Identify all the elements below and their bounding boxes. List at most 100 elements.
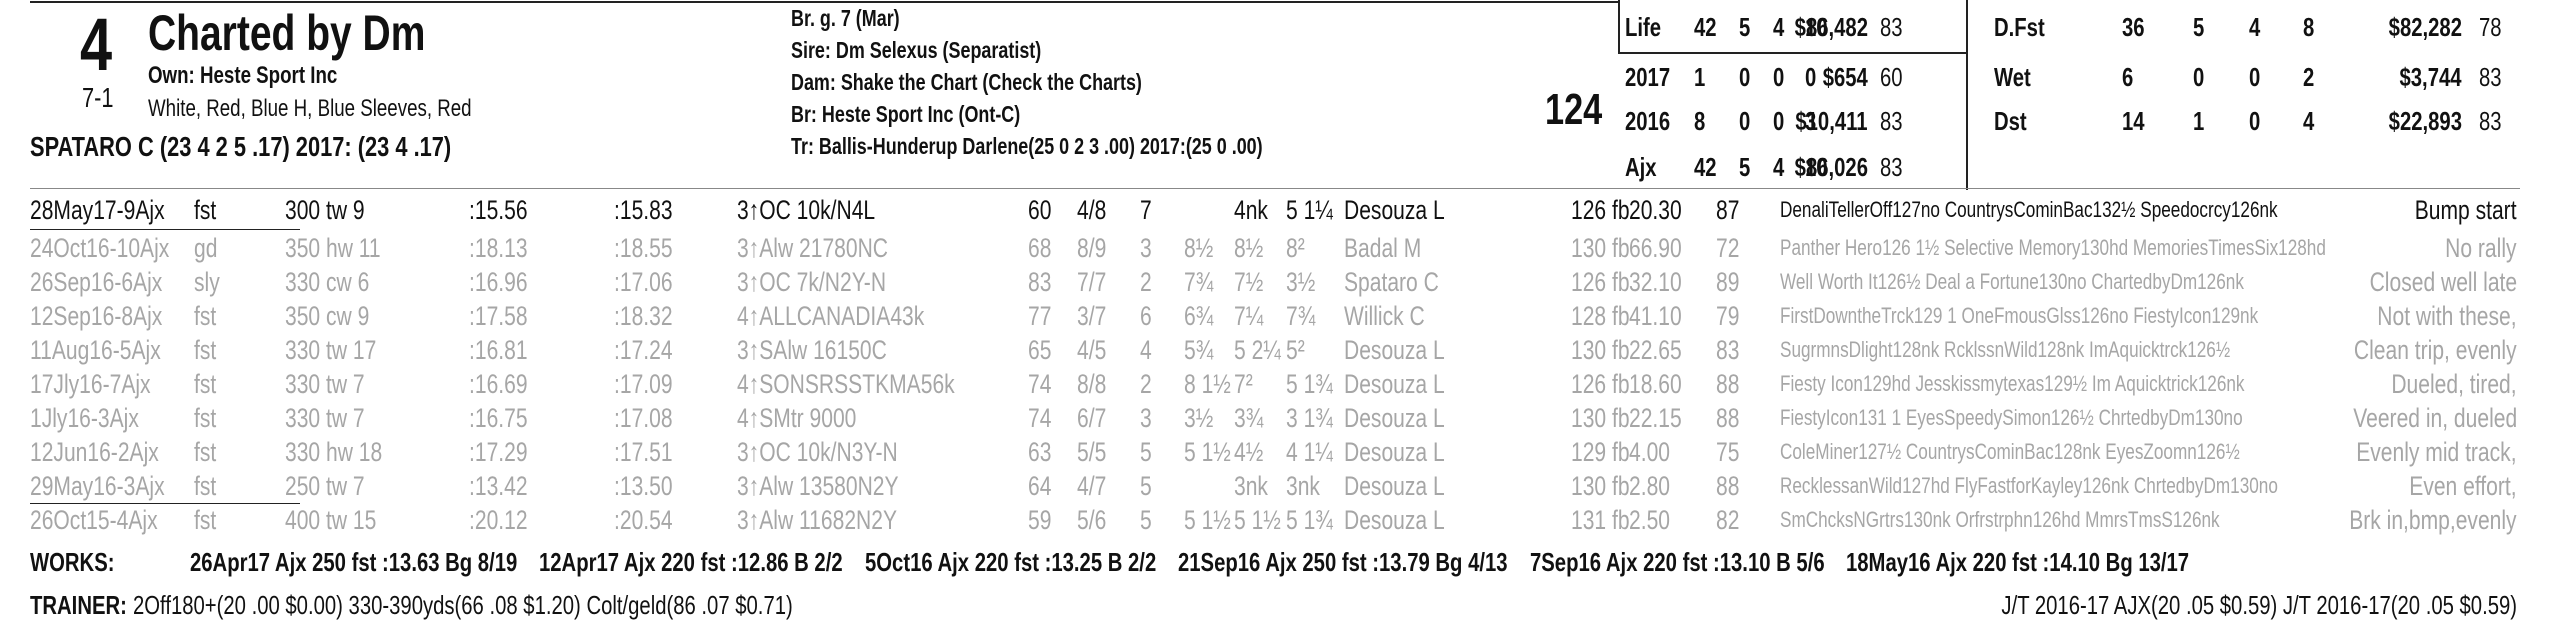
record-cell: 3 xyxy=(1805,106,1817,136)
pp-cell: 3↑Alw 11682N2Y xyxy=(737,504,897,535)
pp-cell: 350 cw 9 xyxy=(285,300,370,331)
pp-cell: 5¾ xyxy=(1184,334,1214,365)
pp-cell: 6/7 xyxy=(1077,402,1107,433)
pp-cell: FiestyIcon131 1 EyesSpeedySimon126½ Chrt… xyxy=(1780,405,2243,430)
pp-cell: 3↑Alw 21780NC xyxy=(737,232,889,263)
pp-cell: 6 xyxy=(1140,300,1152,331)
record-cell: Ajx xyxy=(1625,152,1657,182)
pp-cell: 400 tw 15 xyxy=(285,504,377,535)
trainer-label: TRAINER: xyxy=(30,590,127,620)
pp-cell: 4nk xyxy=(1234,194,1268,225)
pp-cell: fst xyxy=(194,436,217,467)
pp-cell: 5² xyxy=(1286,334,1305,365)
pp-cell: 75 xyxy=(1716,436,1740,467)
pp-cell: 128 fb xyxy=(1571,300,1630,331)
pp-cell: 2.50 xyxy=(1629,504,1670,535)
pp-cell: 5 xyxy=(1140,470,1152,501)
pp-cell: 5 xyxy=(1140,504,1152,535)
pp-cell: :13.50 xyxy=(614,470,673,501)
record-cell: Life xyxy=(1625,12,1662,42)
surface-cell: 0 xyxy=(2249,106,2261,136)
pp-cell: 130 fb xyxy=(1571,334,1630,365)
pp-cell: 8½ xyxy=(1184,232,1214,263)
pp-cell: fst xyxy=(194,402,217,433)
jockey-trainer: J/T 2016-17 AJX(20 .05 $0.59) J/T 2016-1… xyxy=(2001,590,2517,620)
pp-cell: 4 1¼ xyxy=(1286,436,1333,467)
owner: Own: Heste Sport Inc xyxy=(148,62,338,89)
record-cell: 10 xyxy=(1805,12,1828,42)
box-line xyxy=(1618,0,1620,52)
pp-cell: 250 tw 7 xyxy=(285,470,365,501)
pp-cell: :17.24 xyxy=(614,334,673,365)
record-cell: $86,026 xyxy=(1794,152,1868,182)
record-cell: 4 xyxy=(1773,12,1785,42)
pp-cell: ColeMiner127½ CountrysCominBac128nk Eyes… xyxy=(1780,439,2240,464)
pedigree-line: Tr: Ballis-Hunderup Darlene(25 0 2 3 .00… xyxy=(791,132,1263,159)
surface-cell: $22,893 xyxy=(2388,106,2462,136)
pp-cell: 131 fb xyxy=(1571,504,1630,535)
pp-cell: :20.54 xyxy=(614,504,673,535)
record-cell: 60 xyxy=(1880,62,1903,92)
pp-cell: :15.83 xyxy=(614,194,673,225)
pp-cell: 12Jun16-2Ajx xyxy=(30,436,159,467)
pp-cell: 5 2¼ xyxy=(1234,334,1281,365)
pp-cell: 77 xyxy=(1028,300,1052,331)
pp-cell: :15.56 xyxy=(469,194,528,225)
pp-cell: 88 xyxy=(1716,402,1740,433)
pp-cell: 3↑Alw 13580N2Y xyxy=(737,470,899,501)
pp-cell: :16.75 xyxy=(469,402,528,433)
pp-cell: 4/5 xyxy=(1077,334,1107,365)
pp-cell: 74 xyxy=(1028,368,1052,399)
pp-cell: 20.30 xyxy=(1629,194,1682,225)
work-entry: 7Sep16 Ajx 220 fst :13.10 B 5/6 xyxy=(1529,547,1825,577)
works-label: WORKS: xyxy=(30,547,115,577)
pp-cell: SmChcksNGrtrs130nk Orfrstrphn126hd MmrsT… xyxy=(1780,507,2220,532)
surface-cell: 36 xyxy=(2122,12,2145,42)
record-cell: 4 xyxy=(1773,152,1785,182)
pp-cell: 130 fb xyxy=(1571,402,1630,433)
record-cell: 42 xyxy=(1694,152,1717,182)
pp-cell: fst xyxy=(194,470,217,501)
pp-cell: 17Jly16-7Ajx xyxy=(30,368,151,399)
pp-cell: 4/8 xyxy=(1077,194,1107,225)
pp-cell: 2.80 xyxy=(1629,470,1670,501)
work-entry: 26Apr17 Ajx 250 fst :13.63 Bg 8/19 xyxy=(190,547,518,577)
jockey: SPATARO C (23 4 2 5 .17) 2017: (23 4 .17… xyxy=(30,131,452,162)
pp-cell: fst xyxy=(194,300,217,331)
pp-cell: 300 tw 9 xyxy=(285,194,365,225)
pp-cell: :16.96 xyxy=(469,266,528,297)
pp-cell: 72 xyxy=(1716,232,1740,263)
surface-cell: 0 xyxy=(2249,62,2261,92)
trainer-stats: 2Off180+(20 .00 $0.00) 330-390yds(66 .08… xyxy=(132,590,793,620)
surface-cell: 5 xyxy=(2193,12,2205,42)
record-cell: 5 xyxy=(1739,12,1751,42)
record-cell: $86,482 xyxy=(1794,12,1868,42)
surface-cell: $3,744 xyxy=(2399,62,2462,92)
row-rule xyxy=(30,229,300,230)
surface-cell: 8 xyxy=(2303,12,2315,42)
pp-cell: DenaliTellerOff127no CountrysCominBac132… xyxy=(1780,197,2278,222)
pp-cell: 88 xyxy=(1716,368,1740,399)
record-cell: 0 xyxy=(1773,106,1785,136)
surface-cell: 78 xyxy=(2479,12,2502,42)
pp-cell: fst xyxy=(194,368,217,399)
pp-cell: 11Aug16-5Ajx xyxy=(30,334,161,365)
pp-cell: 3/7 xyxy=(1077,300,1107,331)
pp-cell: 26Sep16-6Ajx xyxy=(30,266,163,297)
pp-cell: 22.15 xyxy=(1629,402,1682,433)
pp-cell: :16.69 xyxy=(469,368,528,399)
work-entry: 21Sep16 Ajx 250 fst :13.79 Bg 4/13 xyxy=(1178,547,1508,577)
pp-cell: 8 1½ xyxy=(1184,368,1231,399)
pp-cell: 18.60 xyxy=(1629,368,1682,399)
pp-cell: :17.29 xyxy=(469,436,528,467)
pp-cell: Spataro C xyxy=(1344,266,1439,297)
pp-cell: 5 1½ xyxy=(1184,504,1231,535)
pp-cell: 126 fb xyxy=(1571,266,1630,297)
pp-cell: 5 1½ xyxy=(1234,504,1281,535)
pp-cell: 79 xyxy=(1716,300,1740,331)
pp-cell: 4 xyxy=(1140,334,1152,365)
pp-cell: 7² xyxy=(1234,368,1253,399)
surface-cell: 6 xyxy=(2122,62,2134,92)
pp-cell: 4.00 xyxy=(1629,436,1670,467)
